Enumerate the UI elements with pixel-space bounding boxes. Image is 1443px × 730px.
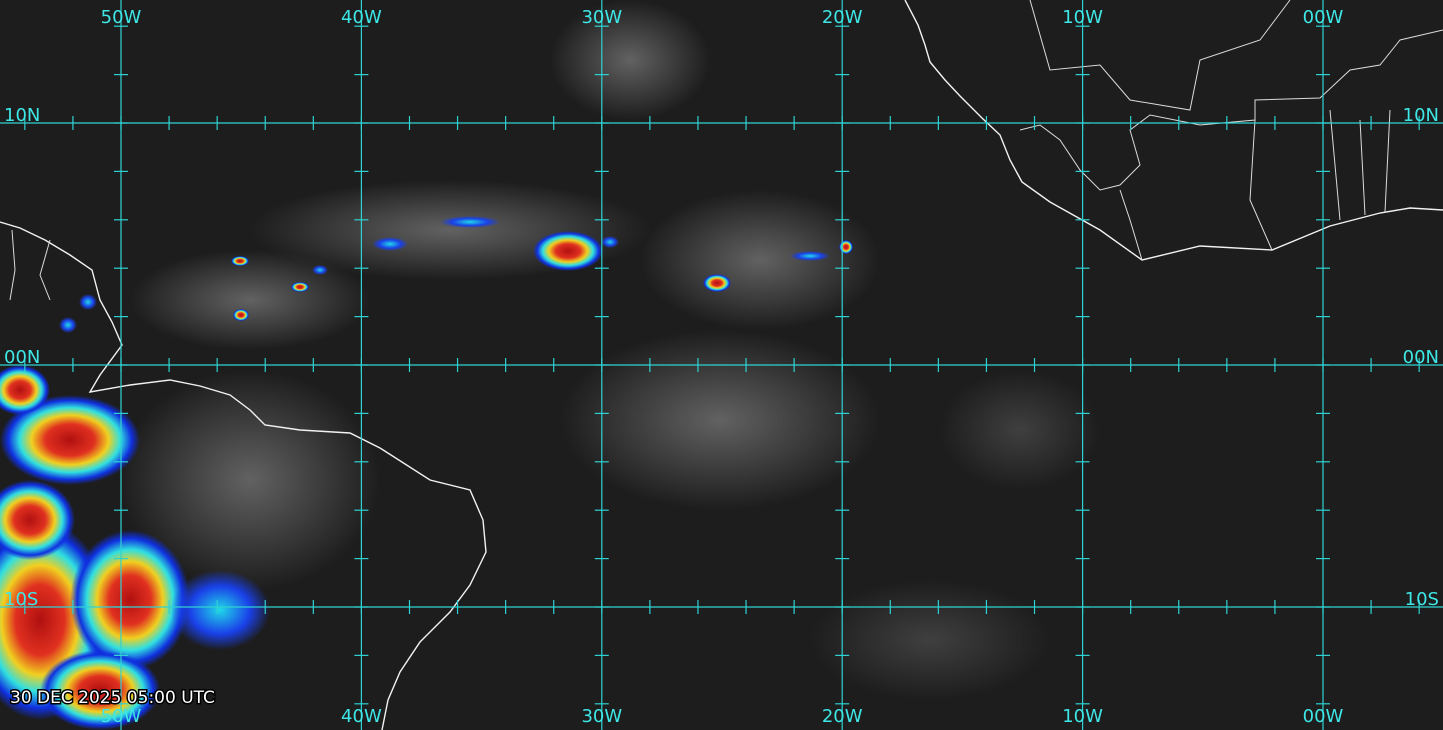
latitude-label-right: 00N xyxy=(1403,347,1439,368)
longitude-label-bottom: 30W xyxy=(581,706,622,727)
latitude-label-right: 10S xyxy=(1405,589,1439,610)
longitude-label-bottom: 10W xyxy=(1062,706,1103,727)
longitude-label-top: 50W xyxy=(101,7,142,28)
longitude-label-top: 20W xyxy=(822,7,863,28)
borders xyxy=(9,0,1443,301)
latitude-label-left: 10S xyxy=(4,589,38,610)
latitude-label-right: 10N xyxy=(1403,105,1439,126)
timestamp: 30 DEC 2025 05:00 UTC xyxy=(10,688,215,708)
latitude-label-left: 10N xyxy=(4,105,40,126)
longitude-label-bottom: 20W xyxy=(822,706,863,727)
clouds xyxy=(120,0,1100,700)
longitude-label-bottom: 40W xyxy=(341,706,382,727)
latitude-label-left: 00N xyxy=(4,347,40,368)
longitude-label-top: 30W xyxy=(581,7,622,28)
graticule-labels: 50W 50W 40W 40W 30W 30W 20W 20W 10W 10W 00W 00W 10N 1… xyxy=(4,7,1439,727)
longitude-label-top: 40W xyxy=(341,7,382,28)
longitude-label-top: 00W xyxy=(1303,7,1344,28)
longitude-label-top: 10W xyxy=(1062,7,1103,28)
longitude-label-bottom: 50W xyxy=(101,706,142,727)
convection xyxy=(0,216,853,730)
longitude-label-bottom: 00W xyxy=(1303,706,1344,727)
